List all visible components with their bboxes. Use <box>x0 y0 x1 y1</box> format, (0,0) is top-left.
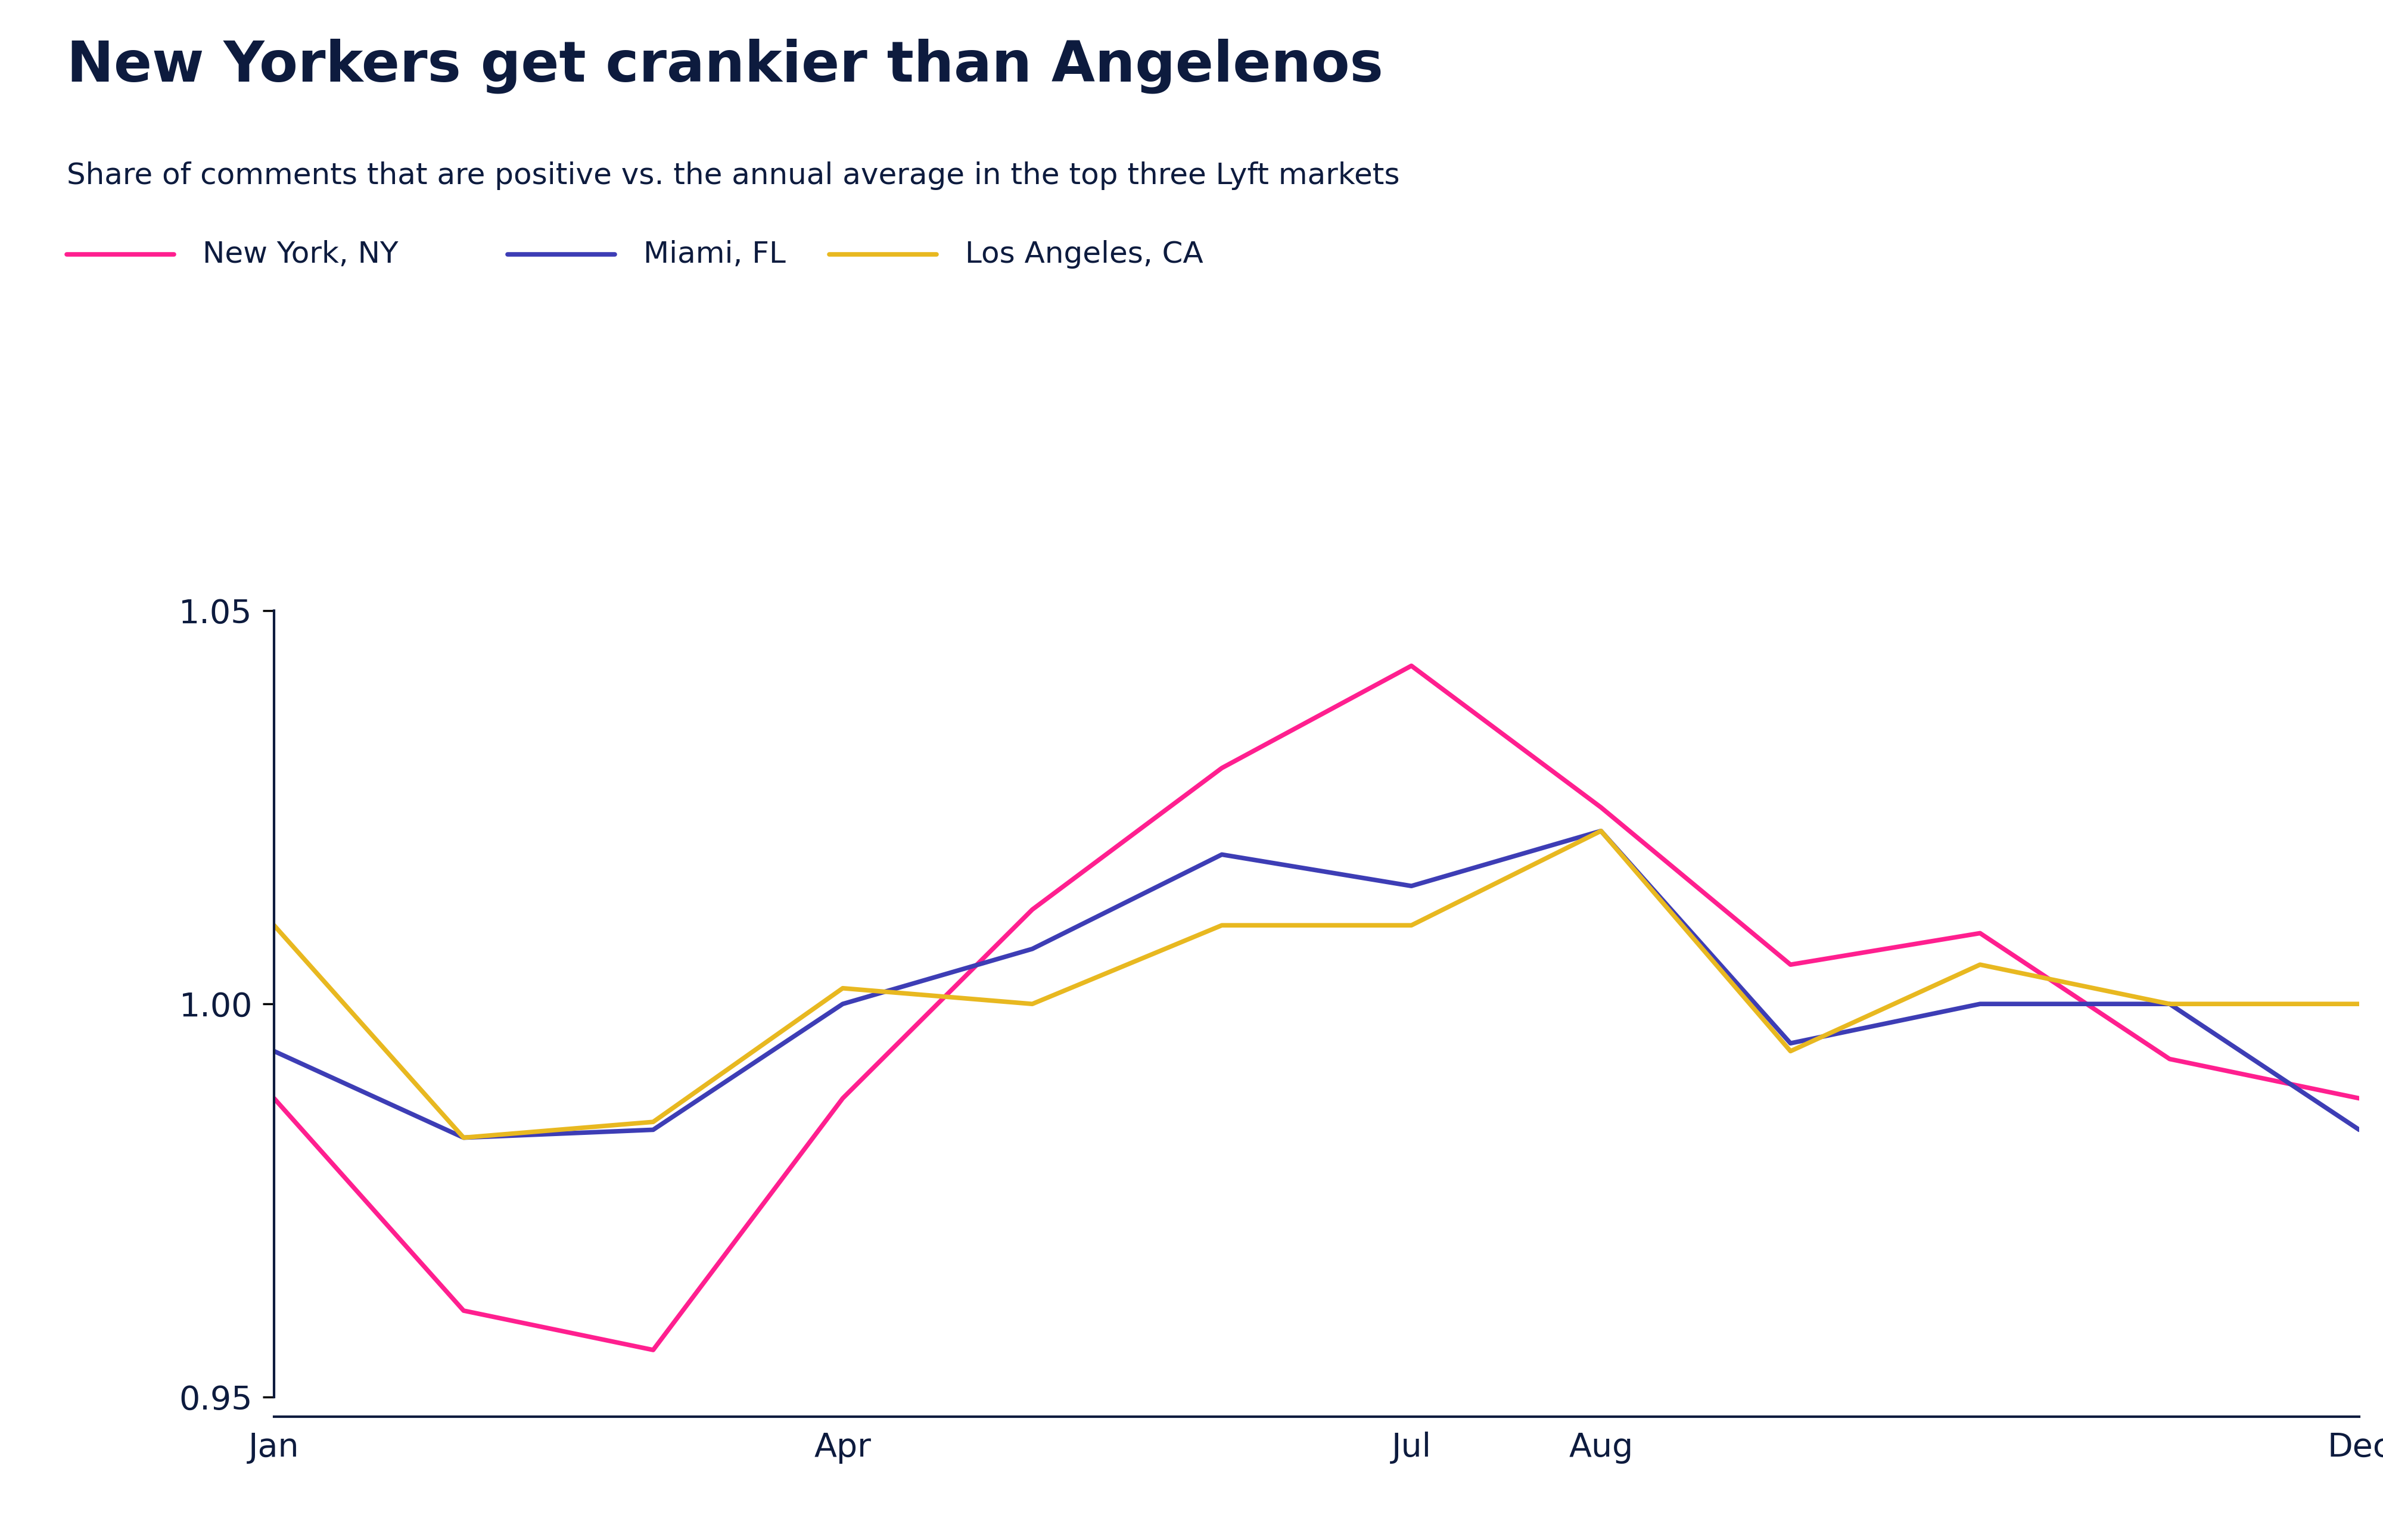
Text: Miami, FL: Miami, FL <box>643 240 786 268</box>
Text: Share of comments that are positive vs. the annual average in the top three Lyft: Share of comments that are positive vs. … <box>67 162 1399 191</box>
Text: New Yorkers get crankier than Angelenos: New Yorkers get crankier than Angelenos <box>67 38 1382 94</box>
Text: Los Angeles, CA: Los Angeles, CA <box>965 240 1203 268</box>
Text: New York, NY: New York, NY <box>203 240 398 268</box>
